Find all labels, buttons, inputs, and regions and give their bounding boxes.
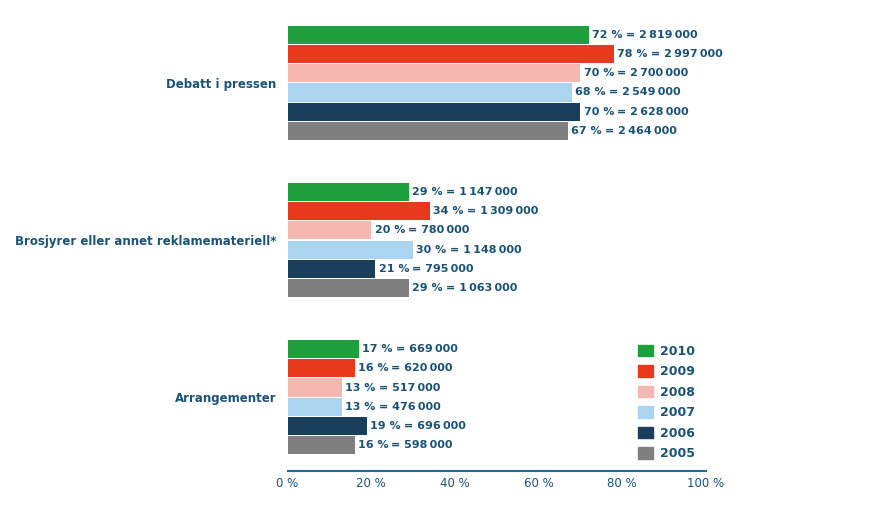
Text: = 2 549 000: = 2 549 000: [608, 87, 680, 97]
Text: = 696 000: = 696 000: [403, 421, 465, 431]
Bar: [288, 397, 342, 416]
Legend: 2010, 2009, 2008, 2007, 2006, 2005: 2010, 2009, 2008, 2007, 2006, 2005: [633, 340, 699, 465]
Bar: [288, 202, 429, 220]
Text: 34 %: 34 %: [433, 206, 463, 216]
Bar: [288, 240, 413, 259]
Text: 70 %: 70 %: [583, 68, 614, 78]
Text: = 2 464 000: = 2 464 000: [604, 126, 676, 136]
Bar: [288, 260, 375, 278]
Text: 16 %: 16 %: [357, 363, 388, 373]
Text: = 1 309 000: = 1 309 000: [466, 206, 537, 216]
Text: = 2 819 000: = 2 819 000: [625, 30, 696, 40]
Text: = 1 148 000: = 1 148 000: [449, 244, 521, 255]
Text: = 517 000: = 517 000: [378, 382, 440, 392]
Text: 19 %: 19 %: [370, 421, 401, 431]
Text: 29 %: 29 %: [412, 187, 442, 197]
Bar: [288, 417, 367, 435]
Text: = 1 147 000: = 1 147 000: [445, 187, 517, 197]
Bar: [288, 340, 358, 358]
Bar: [288, 45, 614, 63]
Text: = 795 000: = 795 000: [412, 264, 474, 274]
Text: 13 %: 13 %: [345, 382, 375, 392]
Text: 13 %: 13 %: [345, 402, 375, 412]
Text: = 669 000: = 669 000: [395, 344, 457, 354]
Text: = 2 700 000: = 2 700 000: [616, 68, 687, 78]
Text: = 1 063 000: = 1 063 000: [445, 283, 516, 293]
Text: 30 %: 30 %: [416, 244, 446, 255]
Bar: [288, 122, 567, 140]
Bar: [288, 64, 580, 82]
Bar: [288, 83, 572, 102]
Bar: [288, 279, 408, 297]
Text: = 476 000: = 476 000: [378, 402, 440, 412]
Text: = 2 997 000: = 2 997 000: [650, 49, 721, 59]
Bar: [288, 359, 355, 377]
Text: 78 %: 78 %: [616, 49, 647, 59]
Bar: [288, 221, 371, 239]
Text: 20 %: 20 %: [375, 225, 405, 235]
Text: 17 %: 17 %: [362, 344, 392, 354]
Text: 16 %: 16 %: [357, 440, 388, 450]
Bar: [288, 26, 588, 44]
Text: 21 %: 21 %: [378, 264, 408, 274]
Text: 67 %: 67 %: [571, 126, 601, 136]
Bar: [288, 378, 342, 396]
Bar: [288, 103, 580, 121]
Text: 72 %: 72 %: [592, 30, 622, 40]
Text: = 2 628 000: = 2 628 000: [616, 107, 688, 117]
Text: = 780 000: = 780 000: [408, 225, 469, 235]
Bar: [288, 183, 408, 201]
Bar: [288, 436, 355, 454]
Text: = 620 000: = 620 000: [391, 363, 453, 373]
Text: 68 %: 68 %: [574, 87, 606, 97]
Text: 70 %: 70 %: [583, 107, 614, 117]
Text: 29 %: 29 %: [412, 283, 442, 293]
Text: = 598 000: = 598 000: [391, 440, 453, 450]
